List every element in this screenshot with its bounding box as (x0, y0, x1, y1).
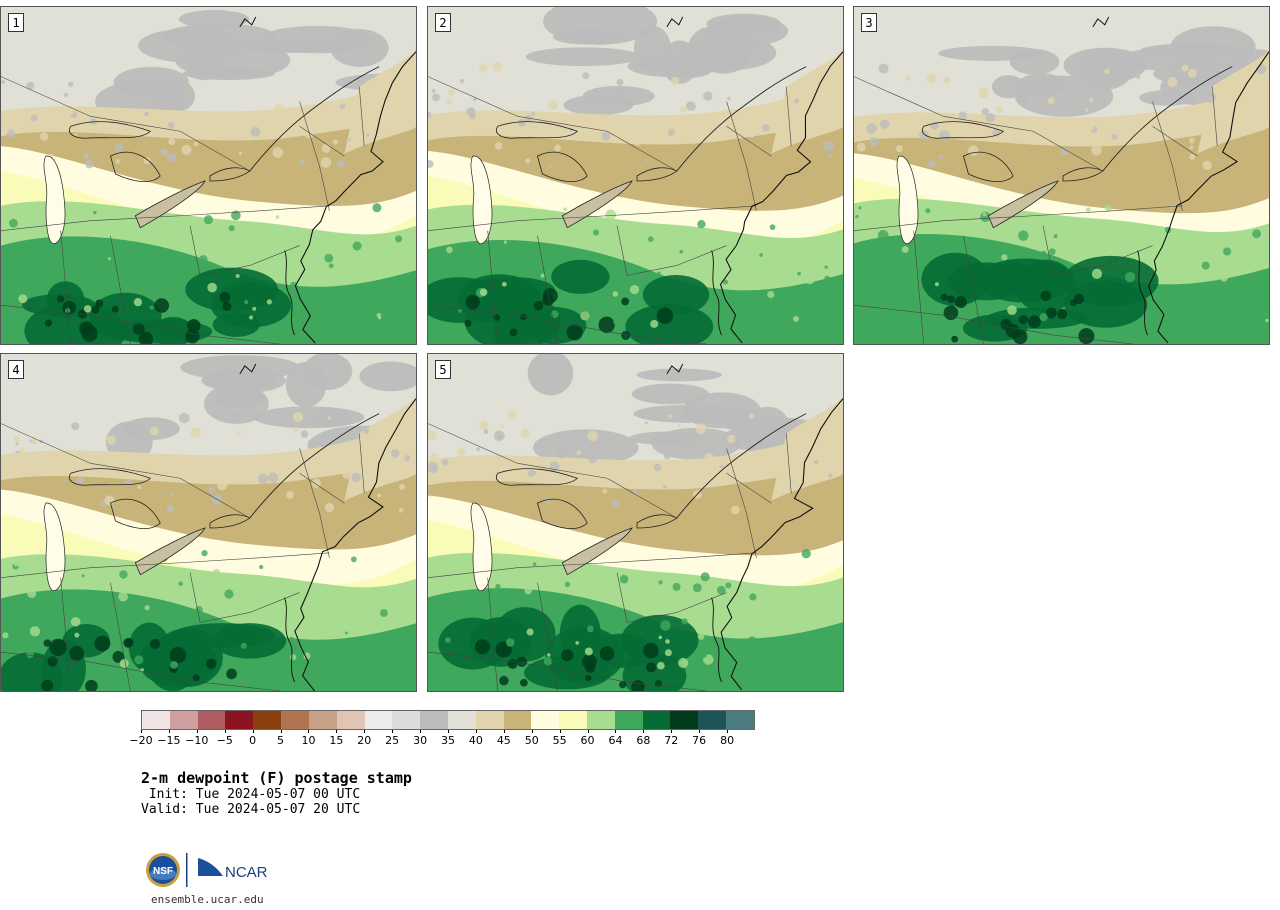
colorbar-tick-label: 10 (301, 734, 316, 747)
ncar-logo-text: NCAR (225, 864, 268, 881)
colorbar-tick-label: −5 (216, 734, 233, 747)
colorbar-swatch (336, 711, 365, 729)
sponsor-logos: NSF NCAR (146, 853, 268, 887)
colorbar-tick-label: 50 (524, 734, 539, 747)
colorbar-tick-mark (531, 730, 533, 733)
colorbar-tick-label: 30 (413, 734, 428, 747)
colorbar-tick-mark (643, 730, 645, 733)
colorbar-tick-label: −10 (185, 734, 209, 747)
website-url: ensemble.ucar.edu (151, 893, 264, 906)
map-panel-4: 4 (0, 353, 417, 692)
colorbar-swatch (253, 711, 282, 729)
map-panel-3: 3 (853, 6, 1270, 345)
colorbar-tick-label: 35 (441, 734, 455, 747)
colorbar-tick-label: 76 (692, 734, 707, 747)
member-label-5: 5 (435, 360, 451, 379)
colorbar-swatch (364, 711, 393, 729)
member-label-2: 2 (435, 13, 451, 32)
colorbar-swatch (503, 711, 532, 729)
colorbar-swatch (698, 711, 727, 729)
colorbar-tick-mark (727, 730, 729, 733)
dewpoint-map-1 (1, 7, 416, 344)
colorbar-swatch (420, 711, 448, 729)
colorbar-tick-mark (448, 730, 449, 733)
colorbar-tick-labels: −20 −15 −10 −5 0 5 10 15 20 25 30 35 40 45 50 55 60 64 68 7… (129, 730, 755, 750)
colorbar-tick-label: 60 (580, 734, 595, 747)
colorbar-swatch (531, 711, 560, 729)
colorbar-tick-mark (141, 730, 142, 733)
ncar-logo-icon: NCAR (198, 858, 268, 881)
colorbar-swatch (142, 711, 170, 729)
colorbar-tick-mark (587, 730, 589, 733)
colorbar-tick-mark (420, 730, 422, 733)
nsf-logo-icon: NSF (146, 853, 180, 887)
colorbar-tick-label: 5 (277, 734, 285, 747)
colorbar-swatch (642, 711, 671, 729)
colorbar-tick-label: 40 (468, 734, 483, 747)
colorbar-tick-mark (252, 730, 254, 733)
valid-time: Valid: Tue 2024-05-07 20 UTC (141, 802, 361, 817)
colorbar-tick-mark (559, 730, 561, 733)
colorbar-tick-mark (336, 730, 338, 733)
colorbar-swatch (225, 711, 254, 729)
colorbar-tick-mark (308, 730, 310, 733)
dewpoint-map-4 (1, 354, 416, 691)
colorbar-swatch (197, 711, 226, 729)
plot-title: 2-m dewpoint (F) postage stamp (141, 769, 412, 787)
colorbar-tick-label: 55 (552, 734, 567, 747)
colorbar-tick-mark (475, 730, 477, 733)
colorbar-swatch (670, 711, 699, 729)
colorbar-tick-label: 20 (357, 734, 372, 747)
member-label-3: 3 (861, 13, 877, 32)
colorbar-tick-mark (392, 730, 394, 733)
colorbar-tick-label: 25 (385, 734, 400, 747)
colorbar-tick-mark (699, 730, 701, 733)
colorbar-tick-label: −15 (157, 734, 181, 747)
colorbar-tick-label: 0 (249, 734, 257, 747)
colorbar-tick-label: −20 (129, 734, 153, 747)
colorbar-swatch (559, 711, 587, 729)
colorbar-tick-mark (671, 730, 673, 733)
colorbar-swatch (308, 711, 337, 729)
map-panel-2: 2 (427, 6, 844, 345)
colorbar-tick-label: 45 (496, 734, 511, 747)
colorbar-tick-mark (503, 730, 505, 733)
colorbar-tick-mark (364, 730, 366, 733)
dewpoint-map-5 (428, 354, 843, 691)
colorbar-tick-label: 80 (720, 734, 735, 747)
nsf-logo-text: NSF (153, 866, 173, 877)
colorbar-tick-label: 15 (329, 734, 344, 747)
colorbar-swatch (447, 711, 476, 729)
colorbar-swatch (614, 711, 643, 729)
member-label-4: 4 (8, 360, 24, 379)
colorbar-swatch (281, 711, 309, 729)
colorbar-tick-label: 72 (664, 734, 679, 747)
dewpoint-colorbar (141, 710, 755, 730)
colorbar-swatch (169, 711, 198, 729)
colorbar-swatch (392, 711, 421, 729)
colorbar-tick-mark (196, 730, 198, 733)
map-panel-1: 1 (0, 6, 417, 345)
colorbar-tick-label: 68 (636, 734, 651, 747)
colorbar-swatch (726, 711, 754, 729)
colorbar-tick-mark (168, 730, 170, 733)
colorbar-swatch (475, 711, 504, 729)
colorbar-tick-mark (280, 730, 282, 733)
member-label-1: 1 (8, 13, 24, 32)
colorbar-tick-label: 64 (608, 734, 623, 747)
dewpoint-map-3 (854, 7, 1269, 344)
map-panel-5: 5 (427, 353, 844, 692)
colorbar-tick-mark (224, 730, 226, 733)
init-time: Init: Tue 2024-05-07 00 UTC (141, 787, 361, 802)
dewpoint-map-2 (428, 7, 843, 344)
colorbar-swatch (587, 711, 615, 729)
colorbar-tick-mark (615, 730, 617, 733)
